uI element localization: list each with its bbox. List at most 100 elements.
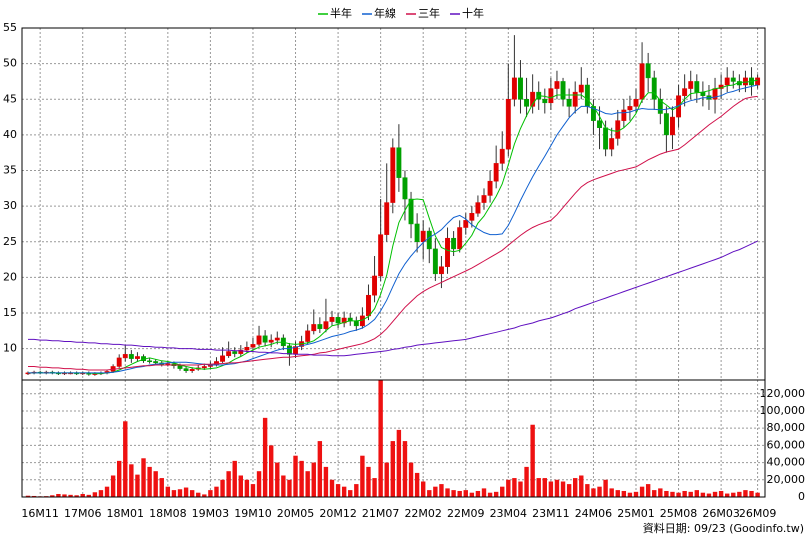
- candle-body: [475, 202, 481, 214]
- volume-bar: [50, 495, 55, 497]
- volume-bar: [700, 492, 706, 497]
- volume-bar: [305, 471, 310, 497]
- volume-bar: [287, 479, 292, 497]
- x-tick-label: 20M05: [277, 507, 315, 520]
- volume-bar: [487, 492, 493, 497]
- candle-body: [481, 195, 487, 203]
- volume-bar: [366, 466, 371, 497]
- volume-bar: [737, 491, 742, 497]
- volume-bar: [512, 478, 517, 497]
- volume-bar: [171, 490, 177, 497]
- x-tick-label: 22M09: [447, 507, 485, 520]
- volume-bar: [372, 478, 377, 497]
- candle-body: [694, 81, 700, 93]
- volume-bar: [433, 486, 438, 497]
- volume-bar: [664, 490, 669, 497]
- x-tick-label: 19M03: [192, 507, 230, 520]
- candle-body: [335, 317, 341, 324]
- candle-body: [201, 366, 207, 369]
- candle-body: [420, 230, 426, 243]
- candle-body: [451, 237, 457, 250]
- volume-bar: [117, 460, 122, 497]
- volume-bar: [299, 460, 304, 497]
- y2-tick-label: 80,000: [767, 421, 806, 434]
- y-tick-label: 35: [3, 164, 17, 177]
- candle-body: [560, 81, 566, 100]
- volume-bar: [457, 490, 462, 497]
- volume-bar: [427, 490, 432, 497]
- candle-body: [147, 360, 153, 363]
- volume-bar: [749, 490, 754, 497]
- candle-body: [359, 315, 365, 327]
- y-tick-label: 30: [3, 199, 17, 212]
- volume-bar: [92, 492, 98, 497]
- volume-bar: [609, 488, 614, 497]
- volume-bar: [755, 492, 760, 497]
- candle-body: [463, 220, 469, 228]
- volume-bar: [591, 488, 596, 497]
- volume-bar: [475, 490, 481, 497]
- candle-body: [134, 356, 140, 359]
- candle-body: [353, 320, 359, 327]
- volume-bar: [573, 478, 578, 497]
- volume-bar: [627, 492, 633, 497]
- volume-bar: [341, 486, 347, 497]
- volume-bar: [250, 484, 256, 497]
- volume-bar: [530, 424, 535, 497]
- x-tick-label: 16M11: [21, 507, 59, 520]
- candle-body: [329, 317, 335, 322]
- volume-bar: [31, 495, 37, 497]
- candle-body: [742, 77, 748, 86]
- volume-bar: [147, 466, 152, 497]
- volume-bar: [469, 492, 475, 497]
- candle-body: [755, 77, 761, 86]
- volume-bar: [123, 421, 128, 497]
- candle-body: [268, 339, 274, 343]
- volume-bar: [645, 484, 651, 497]
- volume-bar: [323, 466, 329, 497]
- volume-bar: [615, 490, 620, 497]
- volume-bar: [402, 441, 408, 497]
- candle-body: [572, 91, 578, 107]
- candle-body: [663, 113, 669, 136]
- candle-body: [232, 351, 238, 354]
- volume-bar: [25, 495, 31, 497]
- candle-body: [651, 77, 657, 100]
- ma-line: [28, 95, 758, 371]
- volume-bar: [718, 490, 724, 497]
- candle-body: [682, 88, 688, 96]
- candle-body: [128, 354, 134, 359]
- legend-label: 半年: [330, 6, 352, 20]
- x-tick-label: 26M09: [739, 507, 777, 520]
- candle-body: [408, 198, 414, 225]
- volume-bar: [378, 380, 383, 497]
- candle-body: [238, 349, 244, 354]
- volume-bar: [384, 462, 389, 497]
- candle-body: [426, 230, 432, 250]
- candle-body: [153, 361, 159, 364]
- candle-body: [341, 317, 347, 324]
- candle-body: [323, 321, 329, 329]
- volume-bar: [560, 481, 566, 497]
- candle-body: [469, 213, 475, 221]
- candle-body: [317, 324, 323, 329]
- volume-bar: [153, 471, 158, 497]
- y-tick-label: 15: [3, 306, 17, 319]
- volume-bar: [621, 490, 627, 497]
- candle-body: [505, 99, 511, 150]
- candle-body: [657, 99, 663, 114]
- volume-bar: [238, 475, 243, 497]
- candle-body: [615, 120, 621, 139]
- legend: 半年 年線 三年 十年: [318, 6, 484, 20]
- volume-bar: [86, 494, 91, 497]
- candle-body: [226, 351, 232, 357]
- candle-body: [621, 109, 627, 121]
- volume-bar: [682, 490, 687, 497]
- candle-body: [670, 116, 675, 136]
- volume-bar: [214, 486, 219, 497]
- volume-bar: [548, 481, 554, 497]
- volume-bar: [220, 479, 225, 497]
- candle-body: [645, 63, 651, 79]
- candle-body: [256, 335, 262, 345]
- candle-body: [584, 84, 590, 107]
